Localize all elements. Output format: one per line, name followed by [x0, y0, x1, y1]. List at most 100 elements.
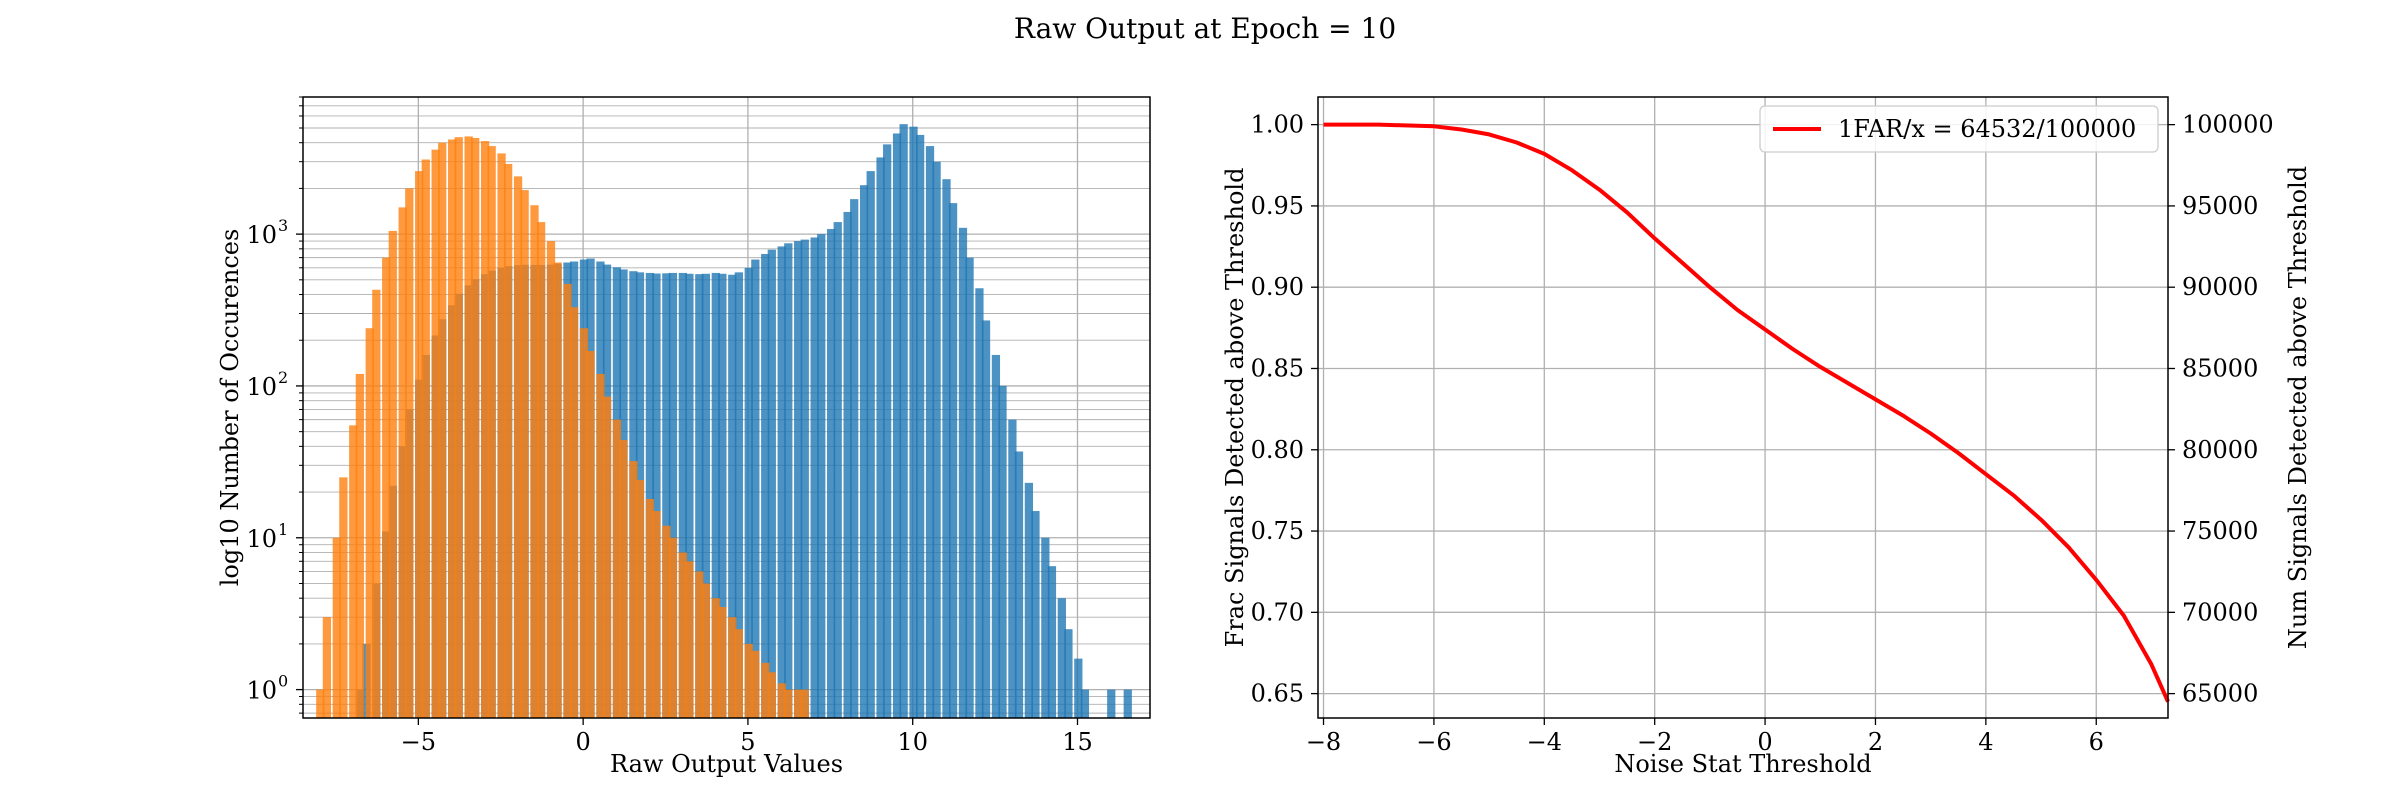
y2-tick-label: 85000 [2182, 354, 2258, 382]
y-tick-label: 10 [246, 677, 277, 705]
histogram-bar [777, 246, 786, 718]
y2-tick-label: 100000 [2182, 111, 2274, 139]
y2-tick-label: 95000 [2182, 192, 2258, 220]
y-tick-label: 1.00 [1251, 111, 1304, 139]
x-tick-label: −8 [1306, 728, 1341, 756]
histogram-bar [349, 425, 358, 718]
histogram-bar [975, 288, 984, 718]
histogram-bar [355, 373, 364, 718]
histogram-bar [629, 461, 638, 718]
y-tick-label: 0.90 [1251, 273, 1304, 301]
histogram-bar [843, 211, 852, 718]
plot-frame [302, 96, 1151, 719]
histogram-bar [942, 179, 951, 719]
x-tick-label: −2 [1637, 728, 1672, 756]
histogram-bar [948, 203, 958, 718]
y-tick-label: 10 [246, 525, 277, 553]
histogram-bar [925, 146, 935, 719]
x-axis-label: Raw Output Values [610, 750, 843, 778]
x-tick-label: −4 [1527, 728, 1562, 756]
histogram-bar [332, 537, 341, 718]
histogram-bar [1014, 451, 1024, 718]
histogram-bar [612, 419, 622, 718]
histogram-bar [744, 267, 753, 718]
x-tick-label: 2 [1868, 728, 1883, 756]
histogram-bar [1080, 689, 1090, 718]
y-tick-label: 0.80 [1251, 436, 1304, 464]
histogram-bar [398, 207, 407, 718]
histogram-bar [579, 328, 589, 718]
histogram-bar [767, 249, 776, 718]
histogram-bar [751, 650, 760, 718]
histogram-bar [563, 283, 572, 718]
histogram-bar [668, 537, 678, 718]
histogram-bar [1064, 629, 1073, 718]
y-tick-exponent: 2 [278, 368, 288, 387]
y-tick-label: 0.75 [1251, 517, 1304, 545]
histogram-bar [662, 525, 671, 718]
y2-tick-label: 75000 [2182, 517, 2258, 545]
histogram-bar [454, 137, 463, 718]
histogram-bar [685, 273, 694, 718]
histogram-bar [471, 137, 480, 718]
y-tick-exponent: 1 [278, 520, 288, 539]
x-tick-label: 4 [1978, 728, 1993, 756]
histogram-bar [899, 124, 908, 718]
histogram-bar [932, 161, 941, 718]
y2-tick-label: 65000 [2182, 680, 2258, 708]
x-tick-label: 10 [897, 728, 928, 756]
histogram-bar [866, 171, 875, 718]
histogram-bar [405, 188, 414, 719]
histogram-bar [751, 259, 760, 718]
figure-title: Raw Output at Epoch = 10 [1014, 12, 1396, 45]
histogram-bar [546, 241, 556, 718]
histogram-bar [991, 354, 1001, 718]
histogram-bar [728, 274, 737, 718]
histogram-bar [850, 199, 859, 719]
histogram-bar [569, 307, 579, 718]
histogram-bar [800, 689, 809, 718]
histogram-bar [916, 134, 925, 719]
histogram-bar [695, 274, 704, 718]
histogram-bar [596, 373, 605, 718]
histogram-bar [316, 689, 325, 718]
y-axis-label: log10 Number of Occurences [216, 229, 244, 587]
histogram-bar [382, 257, 391, 718]
y2-tick-label: 70000 [2182, 598, 2258, 626]
y2-tick-label: 90000 [2182, 273, 2258, 301]
histogram-bar [464, 136, 473, 719]
histogram-bar [553, 262, 562, 718]
histogram-bar [883, 144, 892, 719]
histogram-bar [685, 561, 694, 718]
x-tick-label: −6 [1416, 728, 1451, 756]
x-tick-label: 0 [575, 728, 590, 756]
plot-frame [1317, 96, 2169, 719]
histogram-bar [1057, 598, 1066, 718]
histogram-bar [794, 689, 803, 718]
histogram-bar [1008, 419, 1017, 718]
y-tick-label: 10 [246, 221, 277, 249]
histogram-bar [635, 480, 645, 718]
histogram-bar [487, 146, 496, 719]
legend-label: 1FAR/x = 64532/100000 [1838, 115, 2136, 143]
y-tick-exponent: 3 [278, 216, 288, 235]
x-axis-label: Noise Stat Threshold [1614, 750, 1871, 778]
histogram-bar [965, 257, 974, 718]
histogram-bar [536, 222, 546, 719]
histogram-bar [777, 683, 786, 718]
histogram-bar [734, 272, 743, 718]
histogram-bar [701, 583, 711, 718]
histogram-bar [678, 552, 687, 718]
y-tick-label: 0.70 [1251, 598, 1304, 626]
series-line [1323, 122, 2170, 703]
x-tick-label: 15 [1062, 728, 1093, 756]
line-chart: −8 −6 −4 −2 0 2 4 6 0.65 0.70 0.75 0.80 0.85 0.90 0.95… [1221, 96, 2312, 778]
histogram-bar [833, 222, 842, 719]
histogram-bar [645, 499, 654, 718]
histogram-bar [958, 227, 968, 718]
histogram-bar [998, 385, 1007, 718]
y-tick-exponent: 0 [278, 672, 288, 691]
histogram-bar [827, 229, 836, 718]
x-tick-label: 5 [740, 728, 755, 756]
